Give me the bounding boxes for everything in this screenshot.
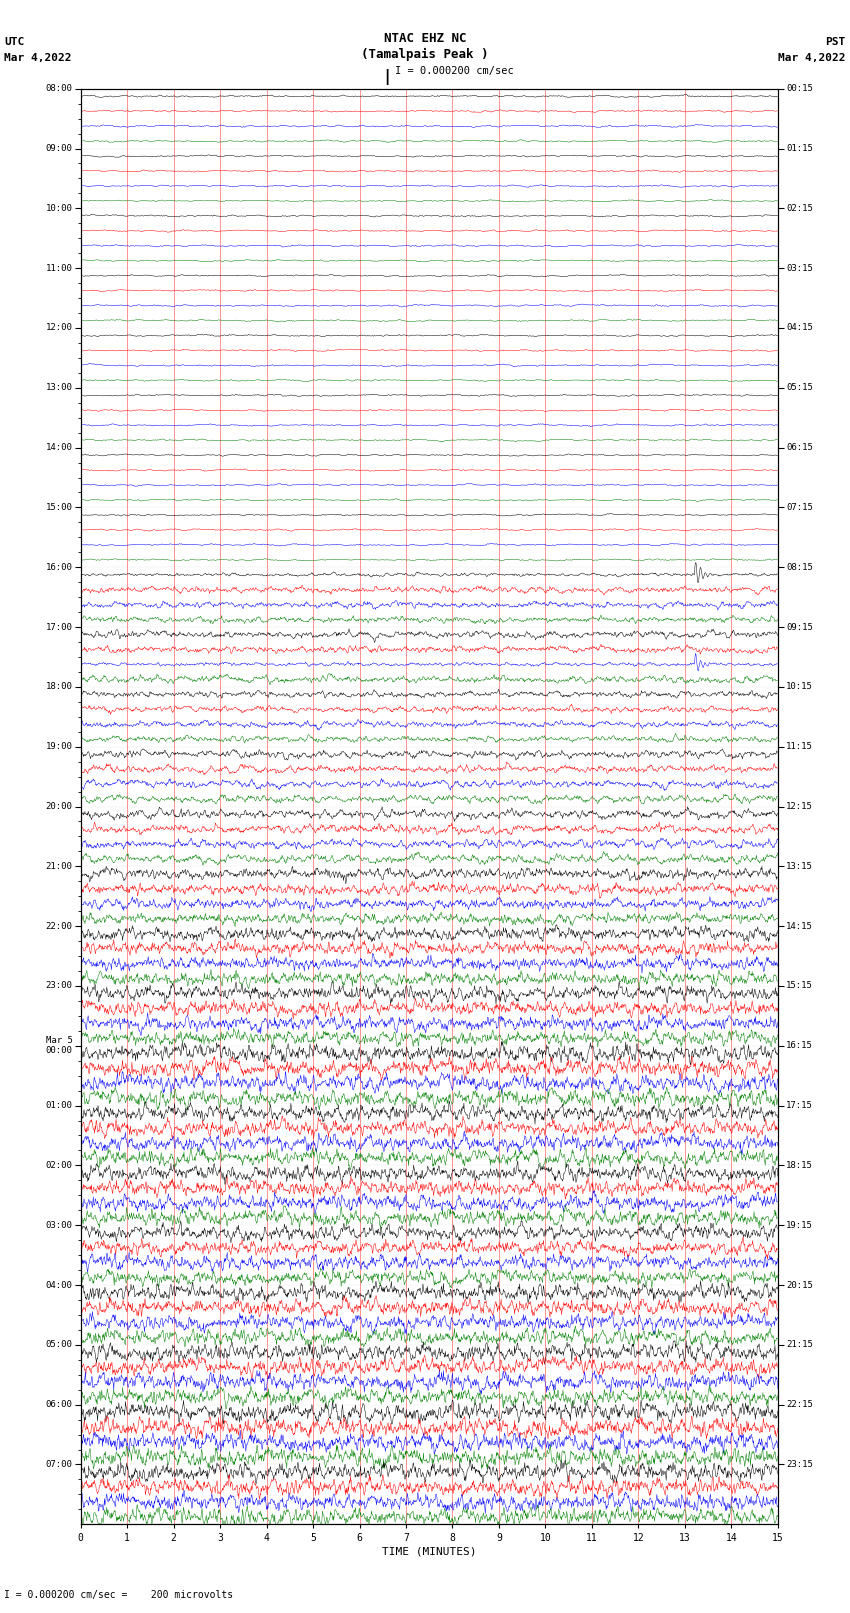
Text: Mar 4,2022: Mar 4,2022 <box>4 53 71 63</box>
Text: I = 0.000200 cm/sec: I = 0.000200 cm/sec <box>395 66 514 76</box>
Text: UTC: UTC <box>4 37 25 47</box>
X-axis label: TIME (MINUTES): TIME (MINUTES) <box>382 1547 477 1557</box>
Text: NTAC EHZ NC: NTAC EHZ NC <box>383 32 467 45</box>
Text: Mar 4,2022: Mar 4,2022 <box>779 53 846 63</box>
Text: (Tamalpais Peak ): (Tamalpais Peak ) <box>361 48 489 61</box>
Text: |: | <box>382 69 391 85</box>
Text: PST: PST <box>825 37 846 47</box>
Text: I = 0.000200 cm/sec =    200 microvolts: I = 0.000200 cm/sec = 200 microvolts <box>4 1590 234 1600</box>
